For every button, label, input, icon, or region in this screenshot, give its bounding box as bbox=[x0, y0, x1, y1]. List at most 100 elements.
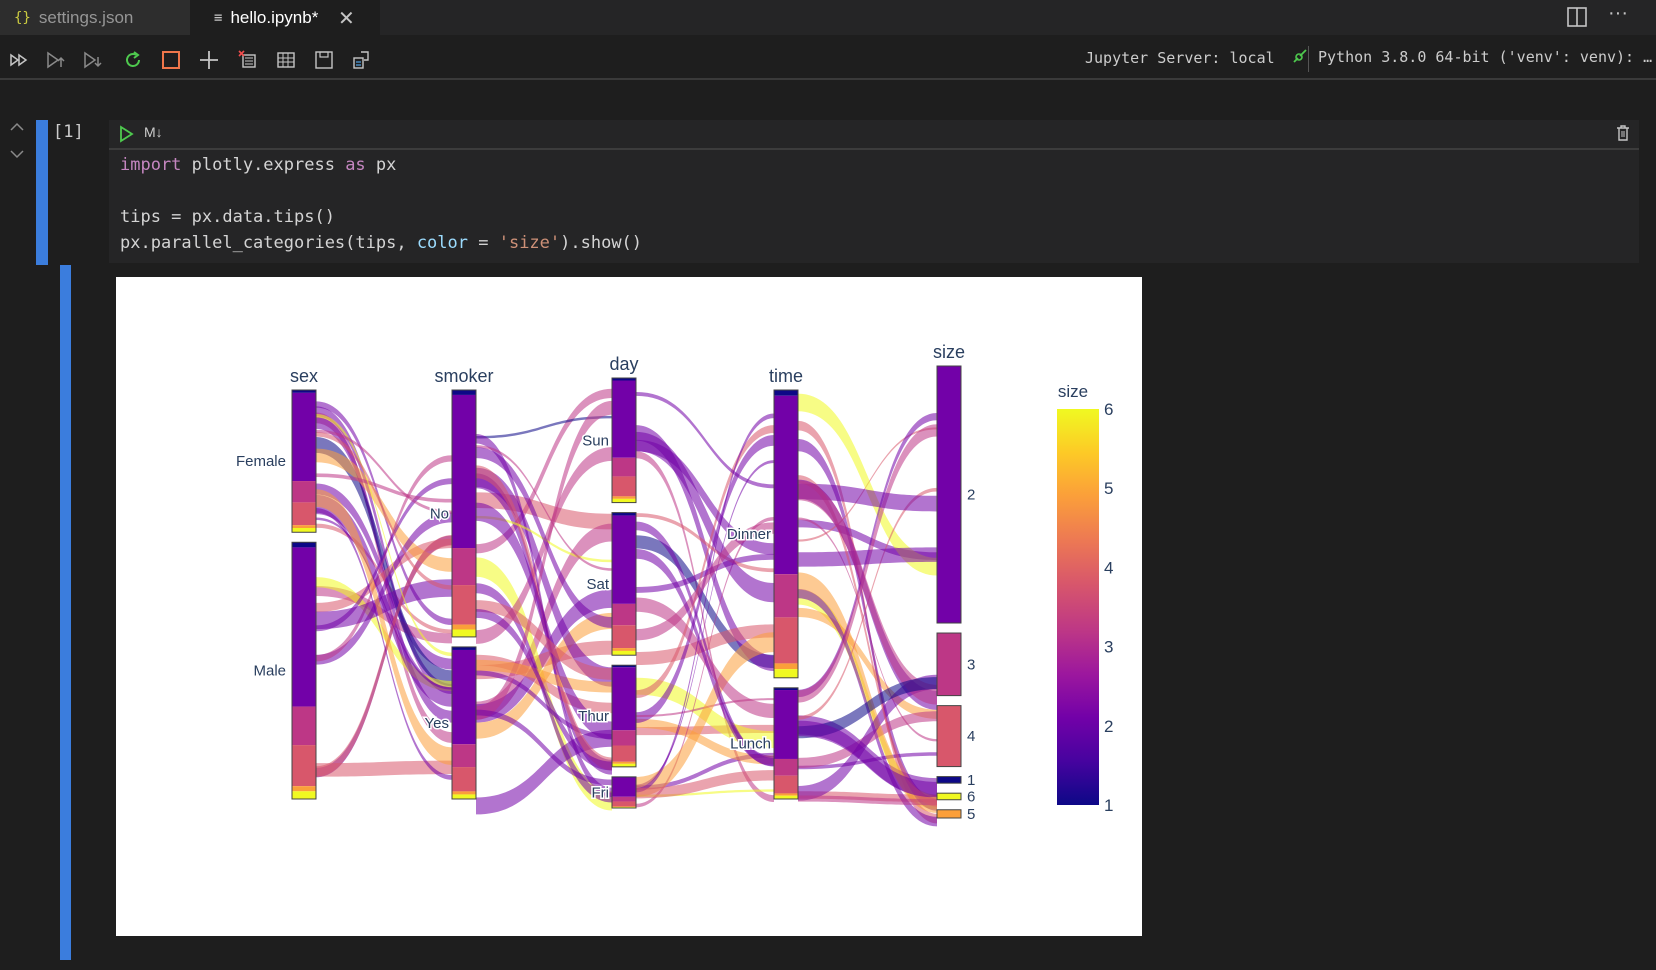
category-bar-segment[interactable] bbox=[937, 366, 961, 624]
category-bar-segment[interactable] bbox=[612, 796, 636, 802]
run-cell-icon[interactable] bbox=[118, 125, 134, 143]
ribbon[interactable] bbox=[316, 406, 452, 695]
ribbon[interactable] bbox=[476, 447, 612, 644]
category-bar-segment[interactable] bbox=[292, 481, 316, 503]
category-bar-segment[interactable] bbox=[612, 380, 636, 458]
ribbon[interactable] bbox=[476, 447, 612, 628]
ribbon[interactable] bbox=[798, 438, 937, 811]
category-bar-segment[interactable] bbox=[937, 776, 961, 784]
ribbon[interactable] bbox=[636, 513, 774, 573]
category-bar-segment[interactable] bbox=[452, 767, 476, 792]
ribbon[interactable] bbox=[636, 425, 774, 672]
category-bar-segment[interactable] bbox=[612, 498, 636, 503]
ribbon[interactable] bbox=[798, 483, 937, 512]
ribbon[interactable] bbox=[316, 455, 452, 662]
ribbon[interactable] bbox=[316, 429, 452, 514]
ribbon[interactable] bbox=[316, 512, 452, 665]
category-bar-segment[interactable] bbox=[612, 648, 636, 651]
ribbon[interactable] bbox=[476, 445, 612, 571]
category-bar-segment[interactable] bbox=[774, 775, 798, 794]
ribbon[interactable] bbox=[316, 432, 452, 590]
category-bar-segment[interactable] bbox=[292, 745, 316, 787]
ribbon[interactable] bbox=[476, 400, 612, 720]
category-bar-segment[interactable] bbox=[452, 629, 476, 637]
ribbon[interactable] bbox=[636, 718, 774, 765]
category-bar-segment[interactable] bbox=[774, 758, 798, 776]
ribbon[interactable] bbox=[798, 393, 937, 576]
category-bar-segment[interactable] bbox=[452, 646, 476, 650]
category-bar-segment[interactable] bbox=[612, 650, 636, 656]
ribbon[interactable] bbox=[476, 670, 612, 740]
run-below-icon[interactable] bbox=[82, 49, 104, 71]
ribbon[interactable] bbox=[476, 415, 612, 439]
category-bar-segment[interactable] bbox=[937, 705, 961, 767]
category-bar-segment[interactable] bbox=[292, 547, 316, 707]
restart-kernel-icon[interactable] bbox=[122, 49, 144, 71]
ribbon[interactable] bbox=[316, 489, 452, 765]
run-all-icon[interactable] bbox=[8, 49, 30, 71]
category-bar-segment[interactable] bbox=[612, 667, 636, 731]
category-bar-segment[interactable] bbox=[612, 761, 636, 764]
ribbon[interactable] bbox=[316, 760, 452, 777]
category-bar-segment[interactable] bbox=[612, 806, 636, 808]
category-bar-segment[interactable] bbox=[452, 548, 476, 586]
ribbon[interactable] bbox=[636, 460, 774, 788]
category-bar-segment[interactable] bbox=[452, 794, 476, 799]
category-bar-segment[interactable] bbox=[612, 777, 636, 797]
category-bar-segment[interactable] bbox=[612, 603, 636, 626]
category-bar-segment[interactable] bbox=[292, 542, 316, 548]
ribbon[interactable] bbox=[316, 538, 452, 613]
category-bar-segment[interactable] bbox=[612, 625, 636, 649]
category-bar-segment[interactable] bbox=[292, 527, 316, 533]
tab-settings-json[interactable]: {} settings.json bbox=[0, 0, 190, 35]
category-bar-segment[interactable] bbox=[612, 801, 636, 807]
ribbon[interactable] bbox=[636, 522, 774, 641]
ribbon[interactable] bbox=[316, 517, 452, 690]
ribbon[interactable] bbox=[476, 502, 612, 740]
category-bar-segment[interactable] bbox=[774, 793, 798, 796]
kernel-selector[interactable]: Python 3.8.0 64-bit ('venv': venv): … bbox=[1318, 48, 1653, 66]
category-bar-segment[interactable] bbox=[774, 574, 798, 618]
category-bar-segment[interactable] bbox=[612, 512, 636, 516]
ribbon[interactable] bbox=[636, 553, 774, 593]
close-icon[interactable]: ✕ bbox=[338, 8, 355, 30]
category-bar-segment[interactable] bbox=[612, 763, 636, 767]
ribbon[interactable] bbox=[636, 521, 774, 767]
category-bar-segment[interactable] bbox=[612, 496, 636, 499]
ribbon[interactable] bbox=[636, 439, 774, 555]
category-bar-segment[interactable] bbox=[452, 744, 476, 768]
ribbon[interactable] bbox=[316, 413, 452, 657]
chevron-down-icon[interactable] bbox=[9, 148, 25, 160]
ribbon[interactable] bbox=[476, 388, 612, 554]
category-bar-segment[interactable] bbox=[774, 687, 798, 691]
ribbon[interactable] bbox=[636, 392, 774, 489]
trash-icon[interactable] bbox=[1615, 124, 1631, 142]
variables-icon[interactable] bbox=[275, 49, 297, 71]
ribbon[interactable] bbox=[636, 632, 774, 797]
ribbon[interactable] bbox=[316, 478, 452, 632]
category-bar-segment[interactable] bbox=[292, 525, 316, 528]
ribbon[interactable] bbox=[476, 659, 612, 693]
ribbon[interactable] bbox=[316, 437, 452, 687]
parallel-categories-chart[interactable]: Female Male sex No Yes smoker Sun Sat Thur Fri day… bbox=[116, 277, 1142, 936]
category-bar-segment[interactable] bbox=[774, 395, 798, 575]
category-bar-segment[interactable] bbox=[452, 649, 476, 745]
category-bar-segment[interactable] bbox=[292, 706, 316, 746]
ribbon[interactable] bbox=[636, 549, 774, 766]
ribbon[interactable] bbox=[316, 508, 452, 780]
ribbon[interactable] bbox=[798, 795, 937, 806]
category-bar-segment[interactable] bbox=[612, 476, 636, 497]
category-bar-segment[interactable] bbox=[452, 390, 476, 395]
save-icon[interactable] bbox=[313, 49, 335, 71]
run-above-icon[interactable] bbox=[45, 49, 67, 71]
category-bar-segment[interactable] bbox=[452, 791, 476, 795]
more-actions-icon[interactable]: ··· bbox=[1608, 2, 1628, 24]
ribbon[interactable] bbox=[636, 431, 774, 603]
ribbon[interactable] bbox=[316, 535, 452, 777]
ribbon[interactable] bbox=[798, 480, 937, 705]
add-cell-icon[interactable] bbox=[198, 49, 220, 71]
change-to-markdown-button[interactable]: M↓ bbox=[144, 124, 163, 140]
ribbon[interactable] bbox=[476, 600, 612, 680]
ribbon[interactable] bbox=[798, 677, 937, 739]
category-bar-segment[interactable] bbox=[292, 390, 316, 393]
